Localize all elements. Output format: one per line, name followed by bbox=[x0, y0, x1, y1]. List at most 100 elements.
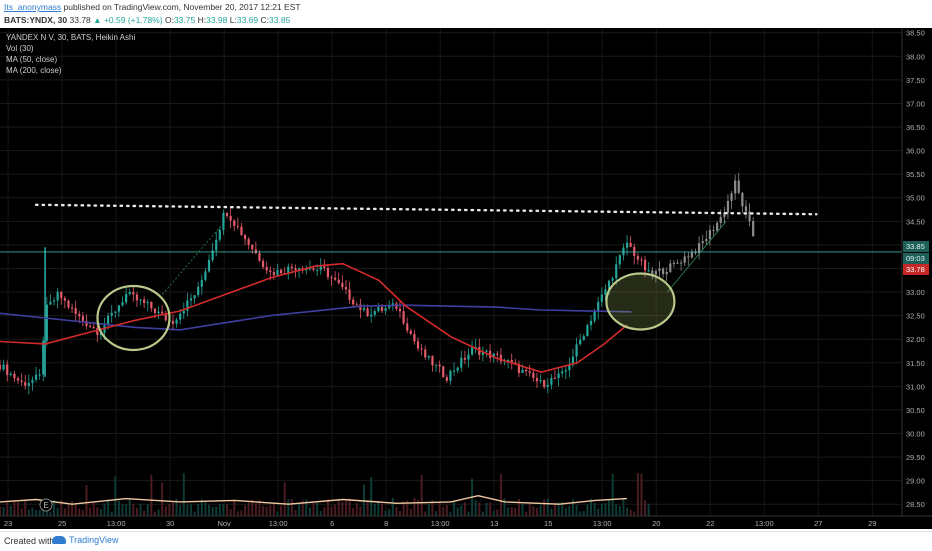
candle-body bbox=[611, 278, 614, 281]
candle-body bbox=[13, 373, 16, 379]
ma50-line bbox=[0, 262, 628, 374]
candle-body bbox=[651, 270, 654, 275]
candle-body bbox=[308, 268, 312, 270]
time-tick-label: 13:00 bbox=[269, 519, 288, 528]
trend-annotation-line bbox=[162, 225, 222, 295]
candle-body bbox=[734, 180, 737, 194]
volume-bar bbox=[334, 504, 337, 516]
candle-body bbox=[532, 372, 535, 378]
volume-bar bbox=[517, 498, 520, 516]
volume-bar bbox=[377, 500, 380, 516]
candle-body bbox=[564, 370, 567, 372]
candle-body bbox=[377, 306, 380, 312]
candle-body bbox=[355, 304, 358, 306]
badge-price-1-text: 33.85 bbox=[906, 242, 925, 251]
candle-body bbox=[63, 298, 66, 301]
candle-body bbox=[316, 269, 319, 271]
candle-body bbox=[186, 300, 189, 311]
price-chart[interactable]: 38.50 38.00 37.50 37.00 36.50 36.00 35.50 35.00… bbox=[0, 28, 932, 529]
candle-body bbox=[247, 239, 250, 245]
volume-bar bbox=[143, 510, 146, 516]
candle-body bbox=[643, 259, 647, 271]
volume-bar bbox=[341, 502, 344, 516]
quote-line: BATS:YNDX, 30 33.78 ▲ +0.59 (+1.78%) O:3… bbox=[4, 15, 290, 25]
badge-price-3-text: 33.78 bbox=[906, 265, 925, 274]
volume-bar bbox=[308, 507, 311, 516]
volume-bar bbox=[510, 507, 513, 516]
volume-bar bbox=[117, 500, 120, 516]
candle-body bbox=[640, 259, 643, 261]
time-axis[interactable]: 23 25 13:00 30 Nov 13:00 6 8 13:00 13 15 13:00 20 22 1… bbox=[0, 515, 932, 528]
time-tick-label: 13:00 bbox=[431, 519, 450, 528]
candle-body bbox=[45, 304, 48, 341]
volume-bar bbox=[0, 506, 1, 516]
volume-bar bbox=[532, 506, 535, 516]
candle-body bbox=[550, 377, 553, 385]
volume-bar bbox=[110, 511, 113, 516]
tradingview-logo[interactable]: TradingView bbox=[52, 535, 119, 545]
volume-bar bbox=[453, 501, 456, 516]
candle-body bbox=[618, 255, 621, 265]
candle-body bbox=[204, 271, 207, 280]
volume-bar bbox=[89, 507, 92, 516]
volume-bar bbox=[208, 504, 211, 516]
volume-bar bbox=[489, 502, 492, 516]
volume-bar bbox=[251, 499, 254, 516]
earnings-marker[interactable]: E bbox=[39, 498, 53, 512]
volume-bar bbox=[391, 498, 394, 516]
candle-body bbox=[337, 279, 340, 284]
candle-body bbox=[197, 286, 200, 296]
candle-body bbox=[661, 268, 665, 275]
volume-bar bbox=[561, 502, 564, 516]
volume-bar bbox=[290, 498, 293, 516]
candle-body bbox=[485, 350, 488, 352]
volume-bar bbox=[438, 501, 441, 516]
volume-bar bbox=[485, 502, 488, 516]
price-axis[interactable]: 38.50 38.00 37.50 37.00 36.50 36.00 35.50 35.00… bbox=[901, 28, 932, 529]
volume-bar bbox=[593, 503, 596, 516]
candle-body bbox=[52, 300, 56, 302]
candle-body bbox=[726, 200, 730, 213]
candle-body bbox=[442, 366, 445, 378]
candle-body bbox=[481, 351, 484, 355]
badge-price-1: 33.85 bbox=[903, 241, 929, 252]
candle-body bbox=[2, 364, 5, 370]
volume-bar bbox=[604, 503, 607, 516]
badge-price-3: 33.78 bbox=[903, 264, 929, 275]
candle-body bbox=[398, 308, 402, 312]
volume-bar bbox=[373, 504, 376, 516]
candle-body bbox=[67, 300, 70, 308]
volume-bar bbox=[460, 505, 463, 516]
volume-bar bbox=[280, 505, 283, 516]
candle-body bbox=[600, 294, 603, 302]
volume-bar bbox=[6, 502, 9, 516]
badge-price-2-text: 09:03 bbox=[906, 254, 925, 263]
candle-body bbox=[694, 251, 697, 254]
candle-body bbox=[334, 277, 337, 280]
time-tick-label: 30 bbox=[166, 519, 174, 528]
candle-body bbox=[388, 306, 391, 309]
volume-bar bbox=[240, 510, 243, 516]
volume-bar bbox=[521, 503, 524, 516]
volume-bar bbox=[17, 502, 20, 516]
chart-area[interactable]: 38.50 38.00 37.50 37.00 36.50 36.00 35.50 35.00… bbox=[0, 28, 932, 529]
time-tick-label: 23 bbox=[4, 519, 12, 528]
author-link[interactable]: Its_anonymass bbox=[4, 2, 62, 12]
volume-bar bbox=[236, 511, 239, 516]
candle-body bbox=[402, 311, 405, 324]
volume-bar bbox=[597, 508, 600, 516]
volume-bar bbox=[615, 504, 618, 516]
badge-price-2: 09:03 bbox=[903, 253, 929, 264]
volume-bar bbox=[298, 503, 301, 516]
candle-body bbox=[636, 256, 639, 260]
grid bbox=[0, 28, 902, 516]
volume-bar bbox=[499, 473, 502, 516]
candle-body bbox=[125, 293, 128, 303]
volume-bar bbox=[168, 503, 171, 516]
volume-bar bbox=[496, 509, 499, 516]
volume-bar bbox=[611, 474, 614, 516]
volume-bar bbox=[435, 511, 438, 516]
candle-body bbox=[625, 242, 629, 248]
volume-bar bbox=[359, 506, 362, 516]
volume-bar bbox=[417, 499, 420, 516]
